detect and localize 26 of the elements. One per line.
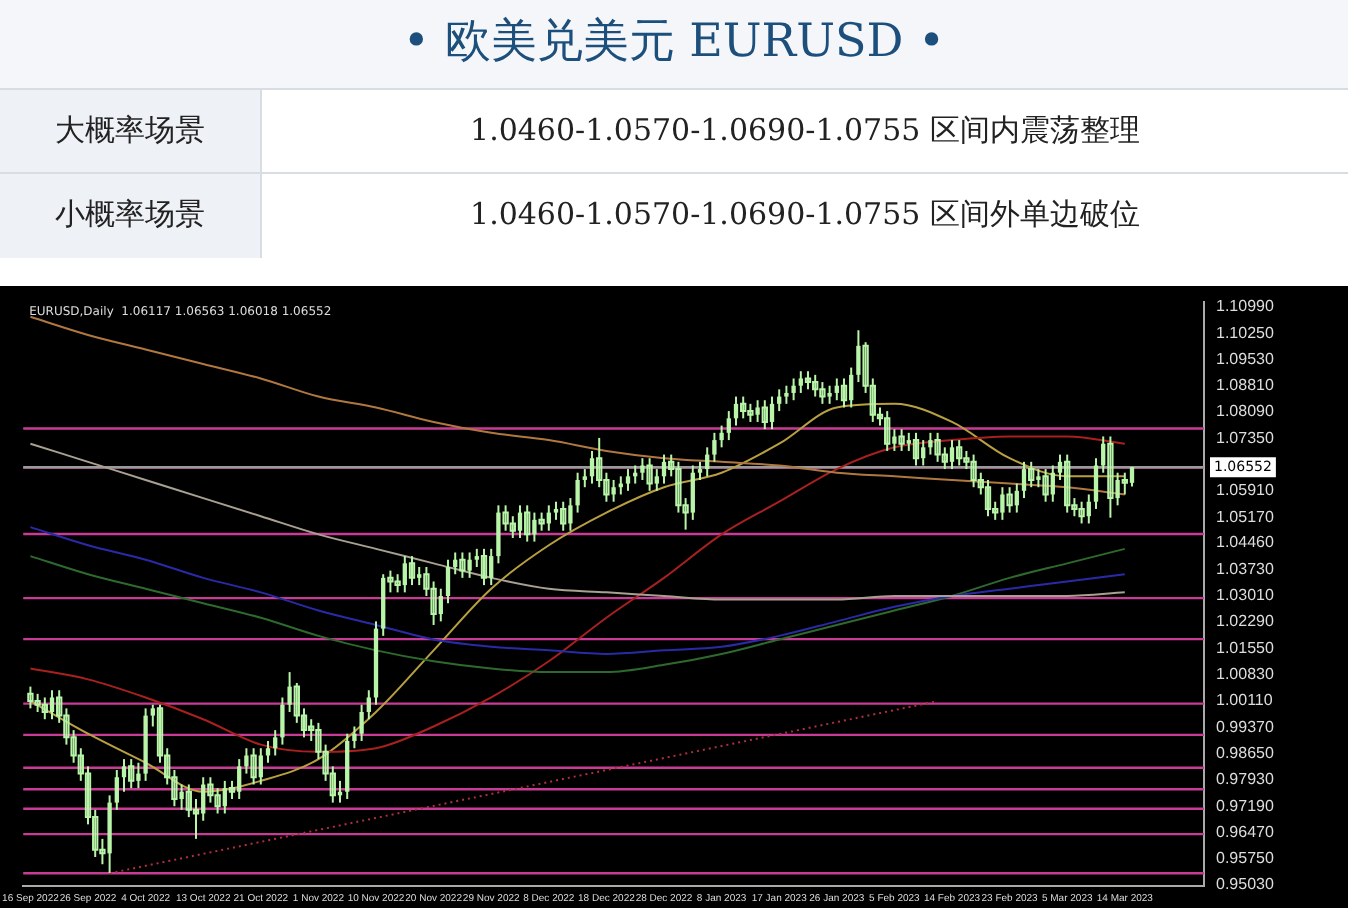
y-tick-label: 1.00110 xyxy=(1216,691,1274,710)
y-tick-label: 1.05910 xyxy=(1216,480,1275,499)
y-tick-label: 0.99370 xyxy=(1216,717,1275,736)
y-tick-label: 1.10990 xyxy=(1216,296,1275,315)
text: 1.0460-1.0570-1.0690-1.0755 区间内震荡整理 xyxy=(261,89,1348,173)
y-tick-label: 0.96470 xyxy=(1216,823,1275,842)
y-tick-label: 1.08810 xyxy=(1216,375,1275,394)
y-tick-label: 1.00830 xyxy=(1216,665,1275,684)
y-tick-label: 1.02290 xyxy=(1216,612,1275,631)
y-tick-label: 1.04460 xyxy=(1216,533,1275,552)
y-tick-label: 1.09530 xyxy=(1216,349,1275,368)
y-tick-label: 1.03010 xyxy=(1216,586,1275,605)
y-tick-label: 1.07350 xyxy=(1216,428,1275,447)
y-tick-label: 1.10250 xyxy=(1216,323,1275,342)
y-tick-label: 1.08090 xyxy=(1216,401,1275,420)
text: 大概率场景 xyxy=(0,89,261,173)
y-tick-label: 1.05170 xyxy=(1216,507,1275,526)
y-tick-label: 1.03730 xyxy=(1216,559,1275,578)
y-tick-label: 0.95030 xyxy=(1216,875,1275,894)
y-tick-label: 0.97930 xyxy=(1216,770,1275,789)
y-tick-label: 1.01550 xyxy=(1216,638,1275,657)
text: 1.0460-1.0570-1.0690-1.0755 区间外单边破位 xyxy=(261,173,1348,257)
y-tick-label: 0.98650 xyxy=(1216,744,1275,763)
y-tick-label: 0.97190 xyxy=(1216,797,1275,816)
chart-title: • 欧美兑美元 EURUSD • xyxy=(0,0,1348,88)
y-tick-label: 0.95750 xyxy=(1216,849,1275,868)
